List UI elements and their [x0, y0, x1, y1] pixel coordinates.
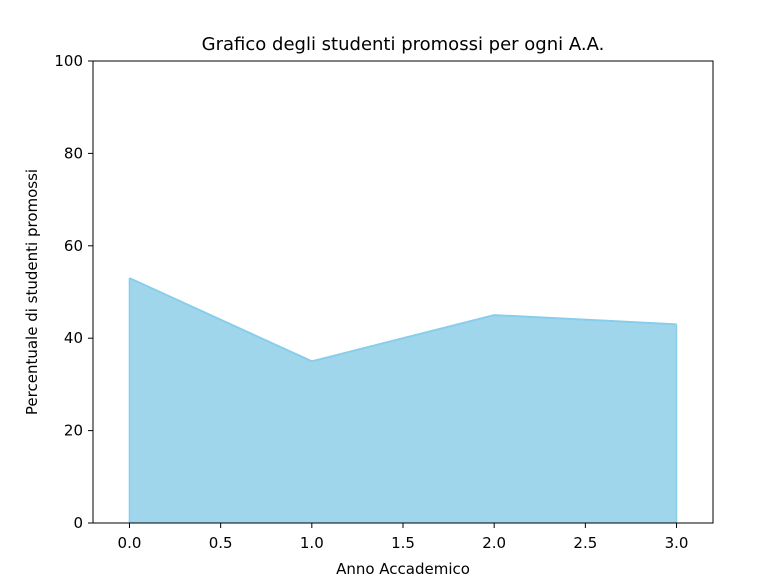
y-tick-label: 80: [64, 144, 83, 162]
x-tick-label: 1.0: [300, 534, 324, 552]
chart-title: Grafico degli studenti promossi per ogni…: [202, 34, 605, 55]
y-axis: 0 20 40 60 80 100: [54, 52, 93, 532]
y-tick-label: 40: [64, 329, 83, 347]
x-tick-label: 2.0: [482, 534, 506, 552]
y-tick-label: 100: [54, 52, 83, 70]
x-tick-label: 0.0: [118, 534, 142, 552]
y-tick-label: 60: [64, 237, 83, 255]
x-tick-label: 2.5: [573, 534, 597, 552]
x-tick-label: 1.5: [391, 534, 415, 552]
x-tick-label: 0.5: [209, 534, 233, 552]
y-axis-label: Percentuale di studenti promossi: [23, 169, 41, 415]
x-axis-label: Anno Accademico: [336, 560, 470, 578]
area-fill-series-0: [129, 278, 677, 523]
plot-area: [128, 277, 678, 523]
area-line-series-0: [129, 277, 677, 363]
x-axis: 0.0 0.5 1.0 1.5 2.0 2.5 3.0: [118, 523, 689, 552]
x-tick-label: 3.0: [665, 534, 689, 552]
y-tick-label: 0: [73, 514, 83, 532]
y-tick-label: 20: [64, 422, 83, 440]
